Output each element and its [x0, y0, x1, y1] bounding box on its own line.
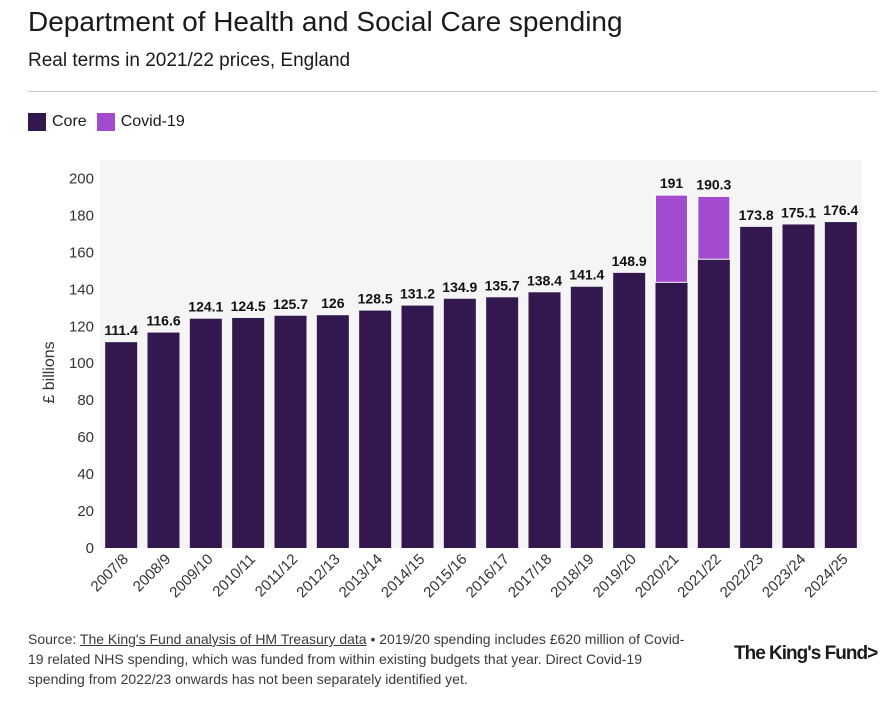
bar-core: [147, 332, 180, 548]
plot-background: [100, 160, 862, 548]
bar-value-label: 173.8: [739, 207, 774, 223]
x-tick-label: 2018/19: [547, 551, 597, 601]
bar-core: [570, 286, 603, 548]
bar-value-label: 134.9: [442, 279, 477, 295]
y-tick-label: 0: [86, 540, 94, 557]
bar-core: [401, 305, 434, 548]
x-tick-label: 2011/12: [252, 551, 302, 601]
y-axis-label: £ billions: [41, 341, 58, 403]
bar-value-label: 128.5: [358, 291, 393, 307]
x-tick-label: 2012/13: [293, 551, 343, 601]
legend-swatch-core: [28, 113, 46, 131]
bar-core: [528, 292, 561, 548]
x-tick-label: 2007/8: [88, 551, 132, 595]
legend: Core Covid-19: [28, 113, 185, 131]
y-tick-label: 200: [69, 170, 94, 187]
bar-value-label: 176.4: [823, 202, 858, 218]
bar-covid: [697, 195, 731, 260]
x-tick-label: 2013/14: [336, 551, 386, 601]
bar-value-label: 141.4: [569, 267, 604, 283]
y-tick-label: 120: [69, 318, 94, 335]
y-tick-label: 20: [77, 503, 94, 520]
bar-core: [274, 315, 307, 548]
y-tick-label: 40: [77, 466, 94, 483]
legend-item-core: Core: [28, 113, 87, 131]
kings-fund-logo: The King's Fund>: [734, 643, 878, 665]
bar-core: [697, 259, 730, 548]
x-tick-label: 2015/16: [420, 551, 470, 601]
x-tick-label: 2009/10: [166, 551, 216, 601]
x-tick-label: 2023/24: [759, 551, 809, 601]
x-tick-label: 2017/18: [505, 551, 555, 601]
bar-value-label: 190.3: [696, 176, 731, 192]
bar-covid: [655, 194, 688, 283]
y-tick-label: 180: [69, 207, 94, 224]
y-tick-label: 100: [69, 355, 94, 372]
bar-core: [740, 226, 773, 548]
y-tick-label: 60: [77, 429, 94, 446]
bar-value-label: 131.2: [400, 286, 435, 302]
bar-value-label: 135.7: [485, 277, 520, 293]
legend-swatch-covid: [96, 113, 115, 131]
bar-value-label: 111.4: [104, 322, 138, 338]
bar-value-label: 124.5: [231, 298, 266, 314]
x-tick-label: 2014/15: [378, 551, 428, 601]
bar-value-label: 124.1: [188, 299, 223, 315]
bar-value-label: 175.1: [781, 204, 816, 220]
y-tick-label: 160: [69, 244, 94, 261]
x-tick-label: 2010/11: [209, 551, 259, 601]
bar-core: [613, 272, 646, 548]
bar-value-label: 116.6: [146, 313, 180, 329]
bar-value-label: 191: [660, 175, 684, 191]
legend-label-core: Core: [52, 113, 87, 130]
chart-subtitle: Real terms in 2021/22 prices, England: [28, 50, 351, 71]
bar-core: [105, 342, 138, 548]
x-tick-label: 2022/23: [717, 551, 767, 601]
bar-core: [443, 298, 476, 548]
bar-chart: 0 20 40 60 80 100 120 140 160 180 200 £ billions 111…: [41, 160, 862, 601]
logo-text: The King's Fund: [734, 643, 868, 664]
divider: [28, 91, 878, 92]
bar-core: [486, 297, 519, 548]
bar-core: [655, 282, 688, 548]
bar-core: [232, 317, 265, 548]
bar-core: [359, 310, 392, 548]
source-link[interactable]: The King's Fund analysis of HM Treasury …: [79, 631, 367, 647]
legend-item-covid: Covid-19: [96, 113, 185, 131]
bar-value-label: 148.9: [612, 253, 647, 269]
bar-value-label: 126: [321, 295, 345, 311]
bar-core: [782, 224, 815, 548]
x-tick-label: 2020/21: [632, 551, 682, 601]
chart-title: Department of Health and Social Care spe…: [28, 6, 623, 37]
legend-label-covid: Covid-19: [120, 113, 185, 130]
bar-core: [824, 222, 857, 548]
source-prefix: Source:: [28, 631, 80, 647]
bar-core: [189, 318, 222, 548]
source-note-text: • 2019/20 spending includes £620 million…: [28, 631, 685, 687]
source-note: Source: The King's Fund analysis of HM T…: [28, 629, 688, 689]
logo-chevron-icon: >: [867, 643, 878, 664]
y-tick-label: 80: [77, 392, 94, 409]
bar-value-label: 138.4: [527, 272, 562, 288]
bar-value-label: 125.7: [273, 296, 308, 312]
bar-core: [316, 315, 349, 548]
x-tick-label: 2019/20: [590, 551, 640, 601]
y-tick-label: 140: [69, 281, 94, 298]
x-tick-label: 2016/17: [463, 551, 513, 601]
x-tick-label: 2024/25: [801, 551, 851, 601]
x-tick-label: 2021/22: [674, 551, 724, 601]
